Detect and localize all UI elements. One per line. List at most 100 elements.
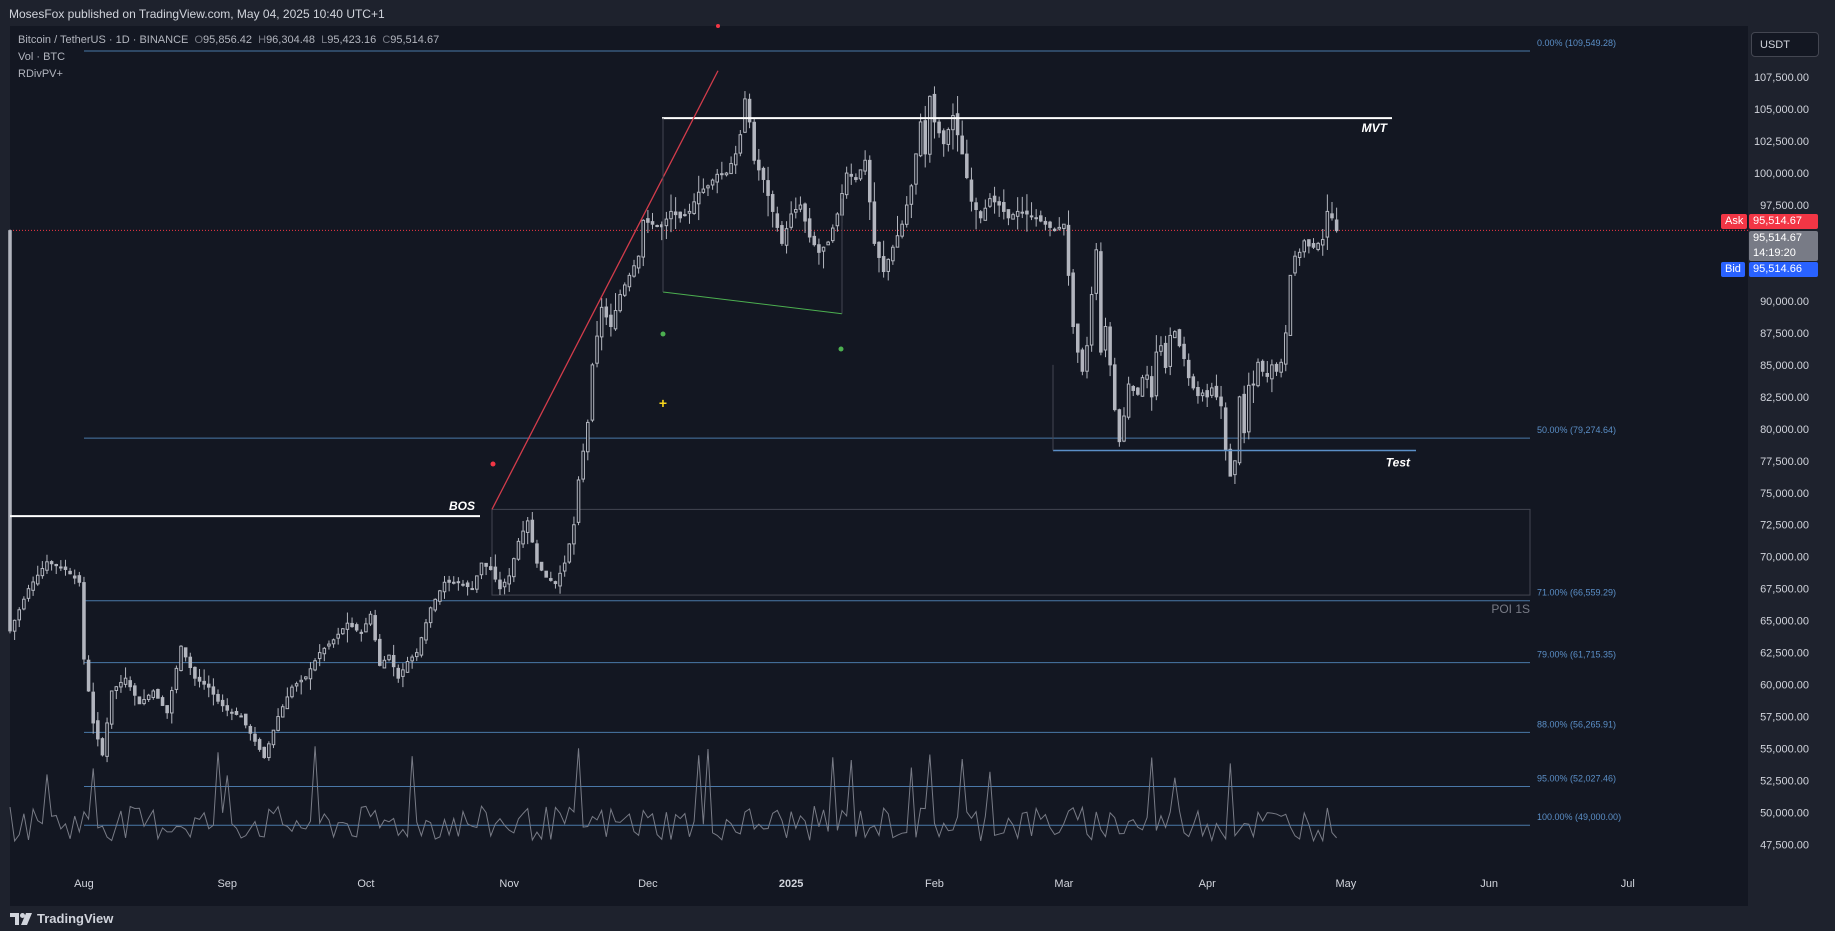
candle-body	[951, 115, 955, 131]
signal-dot	[490, 461, 496, 467]
candle-body	[1002, 202, 1006, 212]
y-tick-label: 67,500.00	[1760, 584, 1809, 596]
candle-body	[428, 607, 433, 624]
candle-body	[82, 582, 86, 660]
candle-body	[202, 680, 206, 685]
y-tick-label: 102,500.00	[1754, 136, 1809, 148]
candle-body	[1085, 345, 1089, 372]
candle-body	[1177, 329, 1182, 347]
candle-body	[1025, 210, 1029, 215]
candle-body	[1205, 390, 1209, 398]
candle-body	[179, 645, 183, 672]
tradingview-logo-icon	[10, 912, 32, 925]
candle-body	[327, 643, 331, 647]
footer-bar	[0, 906, 1835, 931]
candle-body	[234, 710, 239, 715]
candle-body	[678, 211, 683, 219]
candle-body	[849, 173, 854, 177]
candle-body	[521, 530, 525, 545]
candle-body	[285, 696, 290, 710]
candle-body	[743, 98, 747, 133]
candle-body	[493, 566, 498, 580]
candle-body	[1052, 228, 1057, 232]
candle-body	[1029, 215, 1034, 218]
divergence-dot	[838, 346, 844, 352]
candle-body	[451, 581, 456, 584]
candle-body	[354, 624, 359, 631]
y-tick-label: 60,000.00	[1760, 680, 1809, 692]
indicator-legend[interactable]: RDivPV+	[18, 68, 63, 80]
candle-body	[803, 203, 807, 222]
candle-body	[1228, 448, 1233, 477]
candle-body	[692, 201, 696, 214]
candle-body	[1302, 240, 1307, 253]
candle-body	[165, 705, 169, 714]
brand[interactable]: TradingView	[10, 906, 113, 931]
candle-body	[336, 633, 340, 639]
candle-body	[484, 562, 488, 567]
candle-body	[558, 572, 562, 587]
candle-body	[738, 134, 743, 154]
x-tick-label: Jun	[1480, 878, 1498, 890]
candle-body	[1219, 396, 1223, 407]
fib-level-label: 88.00% (56,265.91)	[1537, 719, 1616, 729]
candle-body	[1311, 243, 1316, 248]
candle-body	[1316, 242, 1320, 250]
candle-body	[68, 570, 72, 575]
candle-body	[133, 685, 137, 696]
bid-label-tag: Bid	[1721, 262, 1745, 277]
chart-frame[interactable]	[10, 26, 1748, 906]
candle-body	[475, 575, 479, 590]
candle-body	[974, 202, 978, 211]
last-price-tag: 95,514.67 14:19:20	[1749, 231, 1818, 261]
candle-body	[253, 733, 257, 742]
candle-body	[599, 306, 604, 338]
volume-legend[interactable]: Vol · BTC	[18, 51, 66, 63]
candle-body	[604, 306, 609, 318]
candle-body	[137, 696, 142, 705]
candle-body	[373, 615, 377, 641]
candle-body	[174, 667, 179, 690]
candle-body	[105, 722, 109, 757]
candle-body	[1020, 211, 1025, 214]
candle-body	[955, 113, 960, 136]
candle-body	[239, 715, 243, 718]
candle-body	[530, 519, 535, 543]
candle-body	[544, 570, 548, 578]
candle-body	[401, 669, 405, 677]
candle-body	[1112, 364, 1117, 411]
candle-body	[937, 121, 941, 134]
candle-body	[1320, 239, 1325, 246]
ask-label-tag: Ask	[1721, 214, 1748, 229]
candle-body	[364, 623, 368, 633]
candle-body	[886, 258, 891, 272]
candle-body	[627, 274, 632, 288]
candle-body	[8, 230, 12, 632]
candle-body	[1117, 409, 1122, 443]
candle-body	[572, 524, 576, 545]
x-tick-label: Feb	[925, 878, 944, 890]
candle-body	[1260, 360, 1265, 372]
candle-body	[507, 575, 511, 585]
y-tick-label: 57,500.00	[1760, 712, 1809, 724]
candle-body	[609, 314, 613, 328]
candle-body	[470, 588, 475, 591]
candle-body	[978, 211, 983, 219]
candle-body	[188, 656, 193, 669]
candle-body	[512, 558, 516, 578]
candle-body	[170, 690, 174, 714]
candle-body	[641, 219, 646, 258]
candle-body	[54, 563, 58, 567]
y-tick-label: 100,000.00	[1754, 168, 1809, 180]
candle-body	[243, 713, 248, 726]
candle-body	[877, 241, 881, 258]
candle-body	[1131, 386, 1135, 391]
symbol-line[interactable]: Bitcoin / TetherUS · 1D · BINANCE	[18, 34, 189, 46]
candle-body	[780, 225, 784, 244]
candle-body	[49, 561, 54, 565]
candle-body	[160, 697, 165, 706]
candle-body	[345, 622, 350, 630]
currency-button[interactable]: USDT	[1751, 32, 1819, 57]
candle-body	[747, 98, 752, 123]
